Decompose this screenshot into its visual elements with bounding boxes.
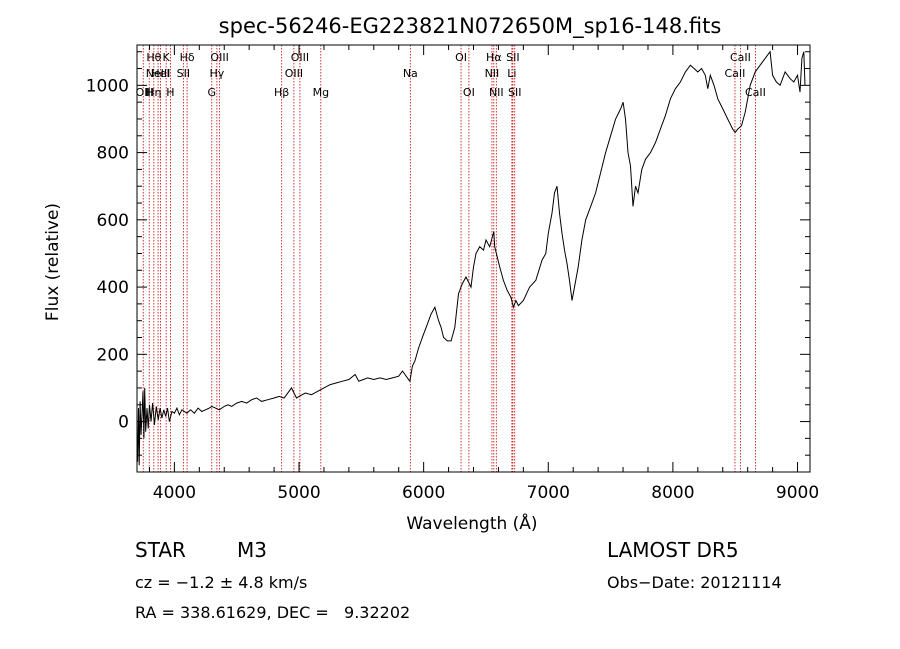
x-tick-label: 6000 xyxy=(402,483,445,503)
coordinates: RA = 338.61629, DEC = 9.32202 xyxy=(135,603,411,622)
survey-name: LAMOST DR5 xyxy=(607,538,739,562)
spectrum-line xyxy=(137,50,806,466)
y-tick-label: 200 xyxy=(97,345,129,365)
line-marker-label: Hα xyxy=(486,51,502,64)
line-marker-label: OIII xyxy=(285,67,303,80)
line-marker-label: Li xyxy=(507,67,516,80)
line-marker-label: Hθ xyxy=(146,51,161,64)
x-tick-label: 5000 xyxy=(277,483,320,503)
redshift-velocity: cz = −1.2 ± 4.8 km/s xyxy=(135,573,308,592)
plot-frame xyxy=(136,44,811,473)
line-marker-label: OII xyxy=(136,86,151,99)
x-tick-label: 8000 xyxy=(651,483,694,503)
line-marker-label: CaII xyxy=(725,67,746,80)
emission-line-markers xyxy=(142,45,756,472)
x-axis: 4000 5000 6000 7000 8000 9000 xyxy=(148,45,819,503)
line-marker-label: SII xyxy=(508,86,521,99)
line-marker-label: H xyxy=(145,86,153,99)
y-axis-label: Flux (relative) xyxy=(43,203,63,321)
line-marker-label: CaII xyxy=(730,51,751,64)
line-marker-label: OI xyxy=(455,51,467,64)
line-marker-label: Hη xyxy=(146,86,161,99)
line-marker-label: CaII xyxy=(745,86,766,99)
object-subclass: M3 xyxy=(237,538,267,562)
line-marker-label: OI xyxy=(463,86,475,99)
x-tick-label: 4000 xyxy=(153,483,196,503)
line-marker-label: K xyxy=(163,51,171,64)
line-marker-label: G xyxy=(208,86,217,99)
y-tick-label: 600 xyxy=(97,211,129,231)
emission-line-labels: OIIHHθHηNeIIIHeIKHSIIHδGHγOIIIHβOIIIOIII… xyxy=(136,51,766,99)
line-marker-label: NII xyxy=(485,67,500,80)
line-marker-label: NeIII xyxy=(146,67,171,80)
line-marker-label: Hβ xyxy=(274,86,289,99)
line-marker-label: OIII xyxy=(210,51,228,64)
line-marker-label: Na xyxy=(403,67,418,80)
x-tick-label: 7000 xyxy=(527,483,570,503)
observation-date: Obs−Date: 20121114 xyxy=(607,573,782,592)
line-marker-label: SII xyxy=(506,51,519,64)
line-marker-label: HeI xyxy=(151,67,169,80)
line-marker-label: Mg xyxy=(313,86,329,99)
y-tick-label: 1000 xyxy=(86,76,129,96)
line-marker-label: Hδ xyxy=(180,51,195,64)
line-marker-label: OIII xyxy=(291,51,309,64)
y-axis: 0 200 400 600 800 1000 xyxy=(86,51,810,456)
line-marker-label: H xyxy=(166,86,174,99)
y-tick-label: 0 xyxy=(118,413,129,433)
chart-title: spec-56246-EG223821N072650M_sp16-148.fit… xyxy=(219,14,722,39)
object-type: STAR xyxy=(135,538,186,562)
y-tick-label: 800 xyxy=(97,144,129,164)
line-marker-label: Hγ xyxy=(209,67,224,80)
line-marker-label: SII xyxy=(177,67,190,80)
x-tick-label: 9000 xyxy=(776,483,819,503)
x-axis-label: Wavelength (Å) xyxy=(406,512,537,534)
line-marker-label: NII xyxy=(489,86,504,99)
y-tick-label: 400 xyxy=(97,278,129,298)
